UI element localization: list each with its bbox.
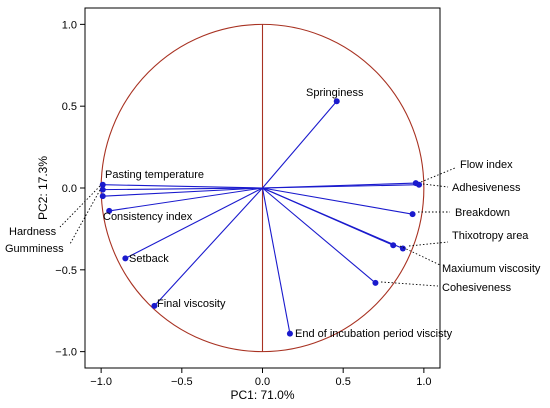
label-pasting-temperature: Pasting temperature [105, 169, 204, 181]
label-cohesiveness: Cohesiveness [442, 282, 512, 294]
vector-maxiumum-viscosity [262, 187, 394, 246]
point-adhesiveness [416, 181, 423, 188]
leader-hardness [59, 185, 101, 228]
vector-adhesiveness [262, 184, 420, 189]
y-tick-label: 1.0 [62, 19, 77, 31]
label-gumminess: Gumminess [5, 243, 64, 255]
leader-cohesiveness [380, 281, 439, 287]
y-tick-label: 0.0 [62, 183, 77, 195]
x-tick-label: 0.0 [255, 376, 270, 388]
point-consistency-index [106, 207, 113, 214]
point-maxiumum-viscosity [390, 242, 397, 249]
label-thixotropy-area: Thixotropy area [452, 230, 529, 242]
vector-pasting-temperature [102, 184, 263, 189]
vector-consistency-index [109, 187, 263, 212]
vector-cohesiveness [262, 187, 376, 284]
point-final-viscosity [151, 302, 158, 309]
point-hardness [99, 186, 106, 193]
x-tick-label: 1.0 [416, 376, 431, 388]
point-pasting-temperature [99, 181, 106, 188]
label-maxiumum-viscosity: Maxiumum viscosity [442, 263, 541, 275]
label-setback: Setback [129, 253, 169, 265]
x-tick-label: −0.5 [171, 376, 193, 388]
axes: −1.0 −0.5 0.0 0.5 1.0 −1.0 −0.5 0.0 0.5 1.0 PC1: 7… [36, 7, 441, 402]
vector-setback [125, 187, 263, 259]
label-final-viscosity: Final viscosity [157, 298, 226, 310]
y-tick-label: −1.0 [55, 347, 77, 359]
y-tick-label: −0.5 [55, 265, 77, 277]
y-tick-label: 0.5 [62, 101, 77, 113]
label-end-of-incubation-period-viscisty: End of incubation period viscisty [295, 328, 453, 340]
point-cohesiveness [372, 279, 379, 286]
variable-labels: Springiness Flow index Adhesiveness Breakdo… [5, 87, 541, 340]
point-end-of-incubation-period-viscisty [286, 330, 293, 337]
leader-flow-index [420, 167, 456, 183]
leader-thixotropy-area [408, 241, 449, 247]
label-adhesiveness: Adhesiveness [452, 182, 521, 194]
point-thixotropy-area [399, 245, 406, 252]
vector-end-of-incubation-period-viscisty [261, 187, 291, 334]
vector-final-viscosity [153, 187, 263, 307]
y-axis-title: PC2: 17.3% [36, 156, 50, 220]
vector-gumminess [102, 187, 263, 197]
x-tick-label: −1.0 [90, 376, 112, 388]
label-consistency-index: Consistency index [103, 211, 193, 223]
point-gumminess [99, 193, 106, 200]
loading-vectors [99, 98, 423, 337]
label-breakdown: Breakdown [455, 207, 510, 219]
leader-adhesiveness [422, 183, 449, 188]
label-springiness: Springiness [306, 87, 364, 99]
point-breakdown [409, 211, 416, 218]
vector-hardness [102, 187, 263, 191]
label-flow-index: Flow index [460, 159, 513, 171]
point-springiness [333, 98, 340, 105]
leader-maxiumum-viscosity [399, 245, 441, 266]
x-tick-label: 0.5 [336, 376, 351, 388]
point-setback [122, 255, 129, 262]
x-axis-title: PC1: 71.0% [230, 388, 294, 402]
label-hardness: Hardness [9, 226, 57, 238]
vector-springiness [262, 100, 338, 189]
vector-breakdown [262, 187, 413, 215]
